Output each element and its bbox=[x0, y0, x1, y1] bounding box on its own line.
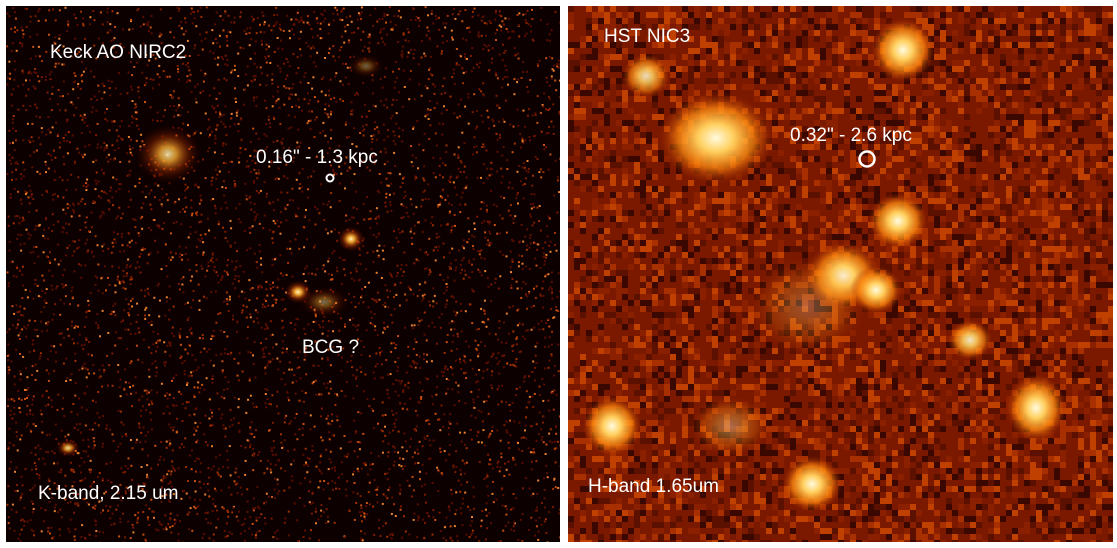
resolution-circle-icon bbox=[858, 150, 876, 168]
galaxy-source bbox=[337, 226, 365, 252]
scale-label: 0.16" - 1.3 kpc bbox=[256, 147, 378, 168]
galaxy-source bbox=[622, 54, 670, 98]
galaxy-source bbox=[658, 92, 774, 184]
scale-label: 0.32" - 2.6 kpc bbox=[790, 125, 912, 146]
galaxy-source bbox=[56, 439, 80, 457]
galaxy-source bbox=[134, 124, 202, 184]
hst-image-panel: HST NIC3 0.32" - 2.6 kpc H-band 1.65um bbox=[568, 6, 1113, 542]
galaxy-source bbox=[348, 54, 384, 78]
keck-image bbox=[6, 6, 560, 542]
galaxy-source bbox=[582, 396, 642, 456]
band-label: K-band, 2.15 um bbox=[38, 483, 179, 504]
instrument-label: HST NIC3 bbox=[604, 26, 691, 47]
galaxy-source bbox=[868, 193, 928, 249]
keck-image-panel: Keck AO NIRC2 0.16" - 1.3 kpc BCG ? K-ba… bbox=[6, 6, 560, 542]
galaxy-source bbox=[1006, 374, 1066, 442]
galaxy-source bbox=[298, 286, 350, 318]
galaxy-source bbox=[871, 18, 935, 82]
galaxy-source bbox=[690, 396, 770, 456]
galaxy-source bbox=[748, 256, 868, 356]
galaxy-source bbox=[948, 320, 992, 360]
instrument-label: Keck AO NIRC2 bbox=[50, 42, 187, 63]
resolution-circle-icon bbox=[325, 173, 335, 183]
hst-image bbox=[568, 6, 1113, 542]
bcg-label: BCG ? bbox=[302, 337, 360, 358]
band-label: H-band 1.65um bbox=[588, 476, 719, 497]
galaxy-source bbox=[782, 456, 842, 512]
noise-field bbox=[6, 6, 560, 542]
